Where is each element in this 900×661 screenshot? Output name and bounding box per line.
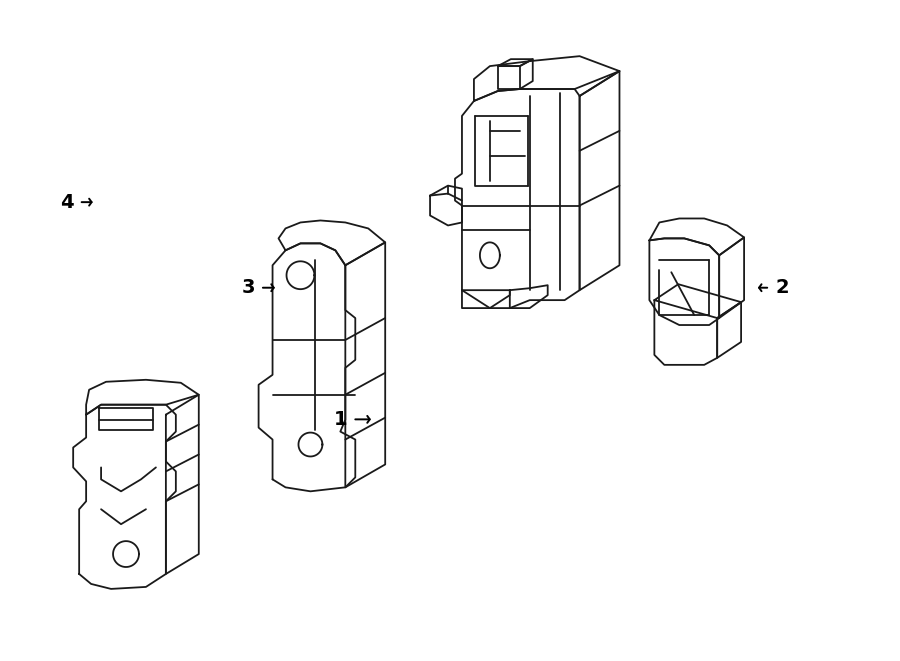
Text: 1: 1 [334,410,347,429]
Text: 4: 4 [60,192,74,212]
Text: 2: 2 [775,278,788,297]
Text: 3: 3 [241,278,255,297]
